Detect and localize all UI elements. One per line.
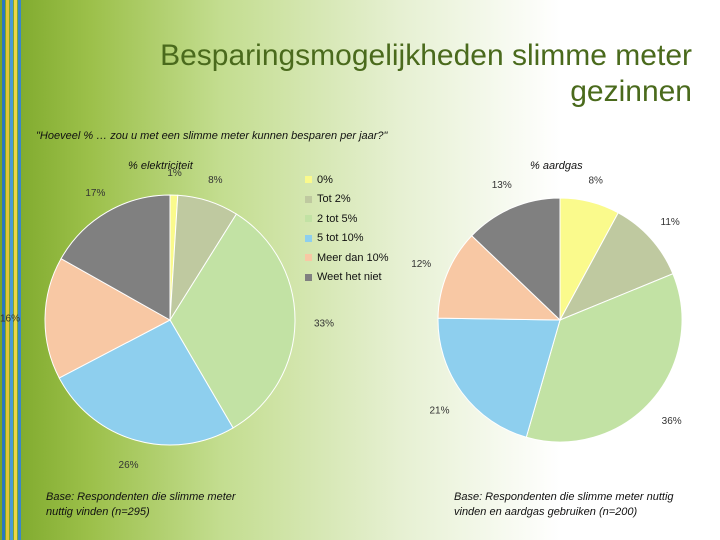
pie-slice: [471, 197, 561, 322]
legend-label: Tot 2%: [317, 193, 351, 206]
slide-title: Besparingsmogelijkheden slimme meter gez…: [72, 38, 692, 110]
slice-label: 33%: [314, 318, 334, 329]
title-line-2: gezinnen: [570, 75, 692, 108]
legend-swatch: [305, 215, 312, 223]
pie-slice: [437, 235, 562, 321]
legend-swatch: [305, 176, 312, 184]
pie-slice: [437, 317, 561, 438]
legend-label: 5 tot 10%: [317, 232, 364, 245]
legend-label: Meer dan 10%: [317, 251, 389, 264]
slice-label: 26%: [119, 460, 139, 471]
stripe: [10, 0, 13, 540]
slice-label: 1%: [167, 168, 182, 179]
legend-swatch: [305, 195, 312, 203]
slice-label: 17%: [85, 188, 105, 199]
legend-label: 0%: [317, 173, 333, 186]
chart-title-electricity: % elektriciteit: [128, 160, 193, 172]
legend-item: Tot 2%: [305, 190, 389, 210]
slice-label: 12%: [411, 259, 431, 270]
stripe: [18, 0, 21, 540]
pie-slice: [60, 194, 171, 321]
slice-label: 13%: [492, 180, 512, 191]
legend: 0% Tot 2% 2 tot 5% 5 tot 10% Meer dan 10…: [305, 170, 389, 287]
stripe: [2, 0, 5, 540]
base-note-right: Base: Respondenten die slimme meter nutt…: [454, 491, 674, 518]
pie-slice: [558, 212, 674, 321]
slice-label: 36%: [662, 416, 682, 427]
legend-item: 5 tot 10%: [305, 229, 389, 249]
legend-item: Meer dan 10%: [305, 248, 389, 268]
slice-label: 8%: [588, 175, 603, 186]
chart-title-gas: % aardgas: [530, 160, 583, 172]
pie-slice: [169, 213, 296, 429]
slice-label: 21%: [429, 405, 449, 416]
legend-swatch: [305, 273, 312, 281]
legend-item: Weet het niet: [305, 268, 389, 288]
slice-label: 16%: [0, 314, 20, 325]
stripe: [14, 0, 17, 540]
pie-slice: [44, 257, 172, 379]
legend-swatch: [305, 234, 312, 242]
legend-label: 2 tot 5%: [317, 212, 358, 225]
pie-slice: [525, 273, 683, 443]
slice-label: 11%: [661, 217, 680, 228]
survey-question: "Hoeveel % … zou u met een slimme meter …: [36, 130, 388, 142]
decorative-stripes: [0, 0, 22, 540]
legend-item: 2 tot 5%: [305, 209, 389, 229]
slice-label: 8%: [208, 175, 223, 186]
pie-slice: [58, 319, 234, 446]
legend-label: Weet het niet: [317, 271, 382, 284]
legend-item: 0%: [305, 170, 389, 190]
legend-swatch: [305, 254, 312, 262]
stripe: [6, 0, 9, 540]
title-line-1: Besparingsmogelijkheden slimme meter: [160, 39, 692, 72]
base-note-left: Base: Respondenten die slimme meter nutt…: [46, 491, 236, 518]
